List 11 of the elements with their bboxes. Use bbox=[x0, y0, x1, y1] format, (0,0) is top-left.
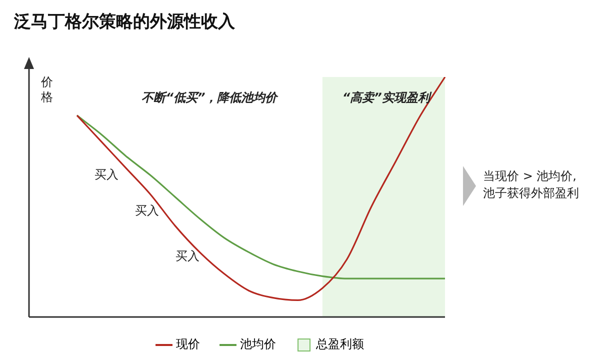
chart-title: 泛马丁格尔策略的外源性收入 bbox=[14, 11, 235, 33]
y-axis-title: 价格 bbox=[40, 75, 53, 104]
legend-label: 总盈利额 bbox=[315, 337, 364, 352]
legend-label: 现价 bbox=[176, 337, 200, 352]
annotation: 买入 bbox=[134, 204, 159, 218]
annotation: 不断“低买”，降低池均价 bbox=[142, 90, 280, 105]
annotation: 买入 bbox=[94, 168, 118, 182]
text: 当现价 > 池均价, 池子获得外部盈利 bbox=[483, 168, 579, 202]
legend-label: 池均价 bbox=[240, 337, 276, 352]
annotation: “高卖”实现盈利 bbox=[342, 90, 432, 105]
annotation: 买入 bbox=[175, 249, 200, 264]
